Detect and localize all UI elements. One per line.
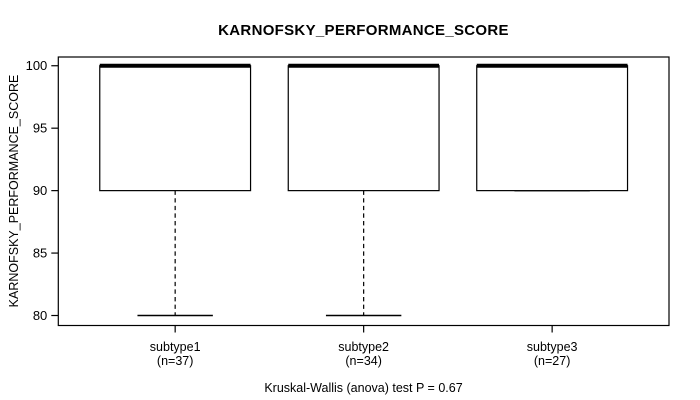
y-axis-tick-label: 90 <box>33 183 47 198</box>
y-axis-tick-label: 95 <box>33 121 47 136</box>
chart-title: KARNOFSKY_PERFORMANCE_SCORE <box>218 22 509 39</box>
category-n-count: (n=37) <box>156 353 194 368</box>
iqr-box <box>476 65 629 192</box>
x-category-label-subtype3: subtype3 (n=27) <box>526 340 578 368</box>
y-axis-tick-label: 100 <box>26 58 48 73</box>
category-n-count: (n=27) <box>533 353 571 368</box>
y-axis-tick-label: 80 <box>33 308 47 323</box>
stat-test-annotation: Kruskal-Wallis (anova) test P = 0.67 <box>264 381 463 395</box>
category-name: subtype2 <box>338 340 390 354</box>
y-axis-tick-label: 85 <box>33 246 47 261</box>
y-axis-title: KARNOFSKY_PERFORMANCE_SCORE <box>7 74 21 308</box>
iqr-box <box>287 65 440 192</box>
boxplot-group-subtype2 <box>287 63 440 333</box>
x-category-label-subtype2: subtype2 (n=34) <box>338 340 390 368</box>
category-name: subtype3 <box>526 340 578 354</box>
x-category-label-subtype1: subtype1 (n=37) <box>149 340 201 368</box>
category-n-count: (n=34) <box>345 353 382 368</box>
boxplot-group-subtype3 <box>476 63 629 333</box>
boxplot-group-subtype1 <box>99 63 252 333</box>
category-name: subtype1 <box>149 340 201 354</box>
iqr-box <box>99 65 252 192</box>
